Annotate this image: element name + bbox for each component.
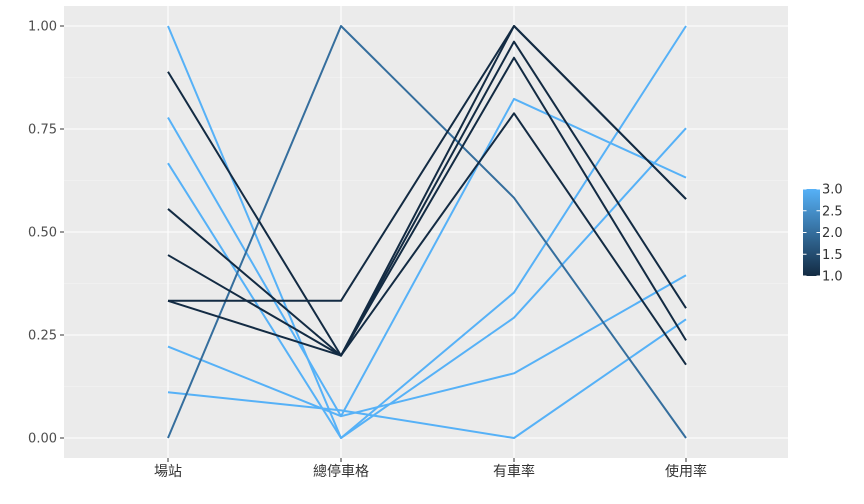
series-line — [167, 25, 687, 439]
legend-tick-label: 3.0 — [822, 183, 843, 198]
x-tick-label: 使用率 — [665, 463, 707, 480]
color-legend: 1.0 1.5 2.0 2.5 3.0 — [803, 183, 843, 285]
major-grid — [64, 6, 788, 458]
y-tick-label: 1.00 — [28, 20, 57, 35]
legend-tick-label: 2.5 — [822, 204, 843, 219]
series-line — [167, 112, 687, 366]
series-lines — [167, 25, 687, 439]
series-line — [168, 25, 687, 302]
series-line — [167, 274, 687, 418]
y-axis: 0.00 0.25 0.50 0.75 1.00 — [28, 20, 64, 447]
series-line — [167, 40, 687, 357]
series-line — [167, 318, 687, 439]
legend-tick-label: 1.5 — [822, 248, 843, 263]
legend-tick-label: 2.0 — [822, 226, 843, 241]
x-tick-label: 總停車格 — [313, 463, 369, 480]
legend-tick-label: 1.0 — [822, 270, 843, 285]
y-tick-label: 0.75 — [28, 123, 57, 138]
x-tick-label: 有車率 — [493, 463, 535, 480]
series-line — [167, 56, 687, 357]
series-line — [167, 97, 687, 418]
y-tick-label: 0.00 — [28, 432, 57, 447]
x-axis: 場站 總停車格 有車率 使用率 — [154, 458, 707, 480]
x-tick-label: 場站 — [154, 464, 182, 480]
legend-colorbar — [803, 189, 820, 276]
y-tick-label: 0.50 — [28, 226, 57, 241]
y-tick-label: 0.25 — [28, 329, 57, 344]
